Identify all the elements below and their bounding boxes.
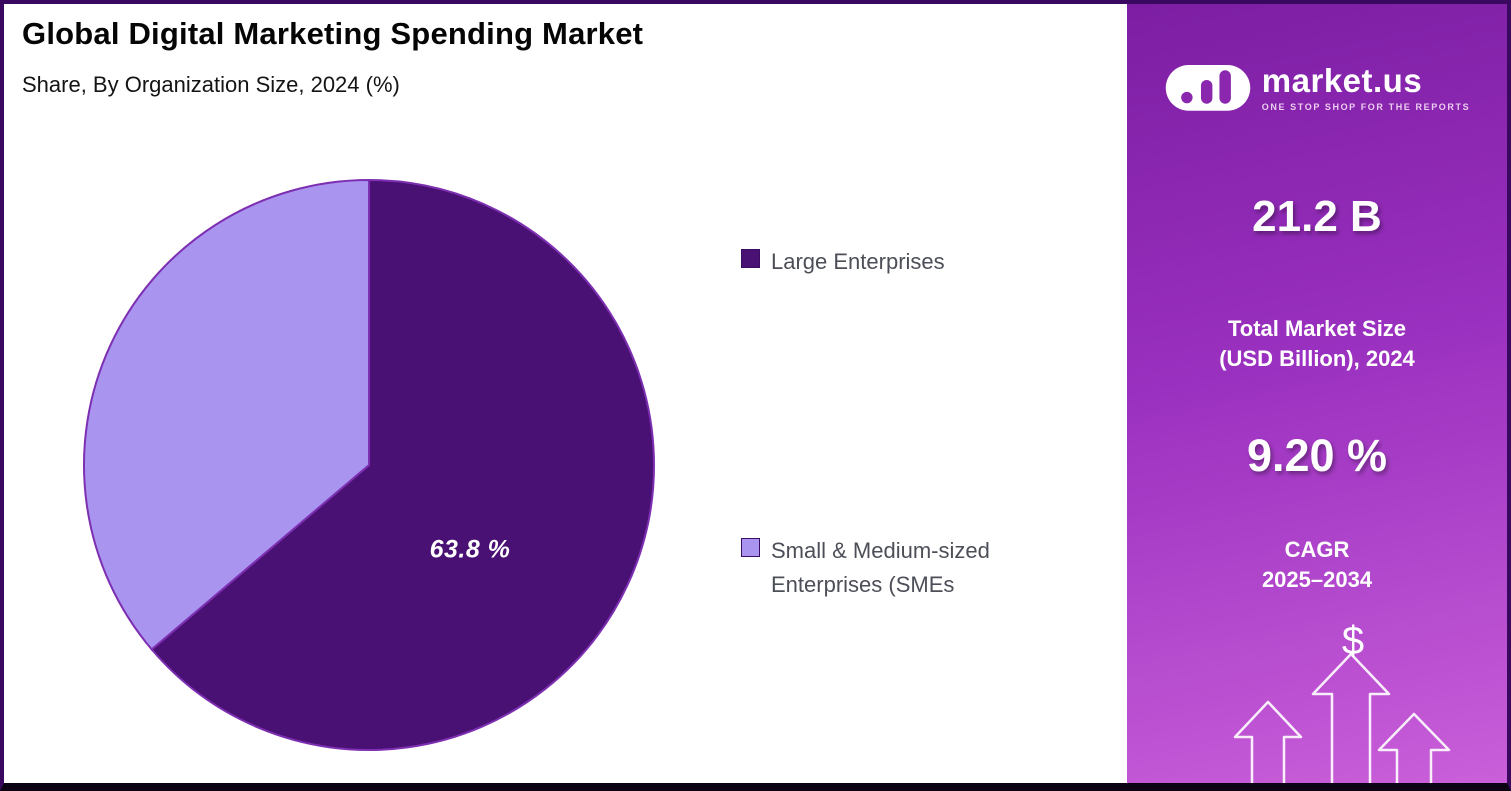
- brand-logo: market.us ONE STOP SHOP FOR THE REPORTS: [1127, 56, 1507, 118]
- legend-swatch: [741, 538, 760, 557]
- dollar-icon: $: [1341, 619, 1365, 663]
- market-size-label-line2: (USD Billion), 2024: [1219, 346, 1415, 371]
- legend-swatch: [741, 249, 760, 268]
- marketus-logo-icon: [1164, 56, 1252, 118]
- logo-name: market.us: [1261, 61, 1423, 99]
- market-size-value: 21.2 B: [1252, 192, 1382, 241]
- page-subtitle: Share, By Organization Size, 2024 (%): [22, 72, 400, 97]
- pie-chart: 63.8 %: [80, 176, 658, 754]
- pie-data-label: 63.8 %: [429, 535, 511, 564]
- legend-label: Small & Medium-sized Enterprises (SMEs: [771, 538, 990, 597]
- market-size-label: Total Market Size (USD Billion), 2024: [1127, 314, 1507, 374]
- stats-sidebar: market.us ONE STOP SHOP FOR THE REPORTS …: [1127, 4, 1507, 783]
- cagr-label: CAGR 2025–2034: [1127, 535, 1507, 595]
- market-size-label-line1: Total Market Size: [1227, 316, 1407, 341]
- pie-svg: [83, 178, 655, 751]
- cagr-label-line2: 2025–2034: [1261, 567, 1373, 592]
- page-title: Global Digital Marketing Spending Market: [22, 16, 644, 51]
- legend-item-smes: Small & Medium-sized Enterprises (SMEs: [741, 534, 1071, 602]
- cagr-value: 9.20 %: [1246, 430, 1388, 481]
- logo-text-block: market.us ONE STOP SHOP FOR THE REPORTS: [1261, 61, 1471, 112]
- growth-arrows-icon: [1233, 652, 1451, 783]
- logo-tagline: ONE STOP SHOP FOR THE REPORTS: [1261, 101, 1471, 112]
- legend-label: Large Enterprises: [771, 249, 945, 274]
- cagr-label-line1: CAGR: [1284, 537, 1350, 562]
- legend-item-large-enterprises: Large Enterprises: [741, 245, 945, 279]
- chart-area: Global Digital Marketing Spending Market…: [4, 4, 1128, 783]
